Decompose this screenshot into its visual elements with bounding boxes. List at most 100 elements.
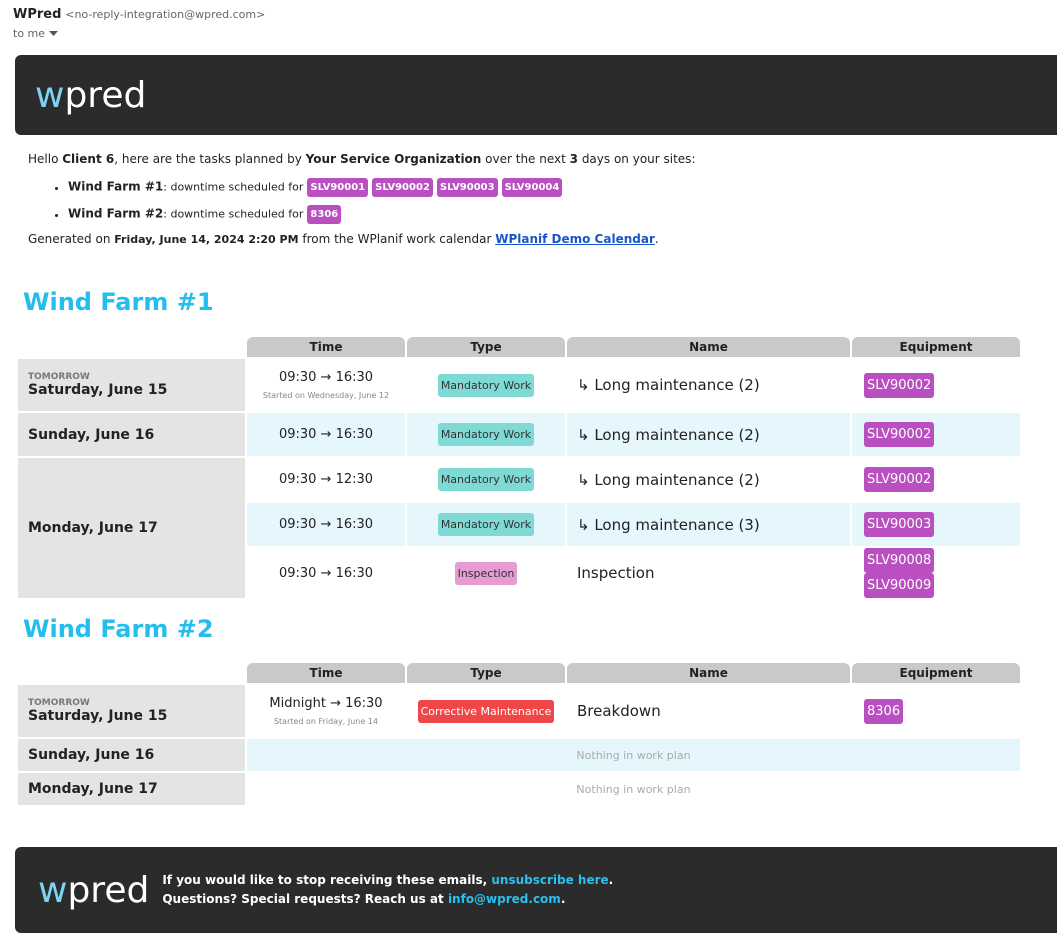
- schedule-table: Time Type Name Equipment TOMORROW Saturday, J…: [16, 335, 1022, 600]
- generated: Generated on Friday, June 14, 2024 2:20 …: [28, 232, 1048, 246]
- row: Sunday, June 16 Nothing in work plan: [18, 739, 1020, 771]
- row: TOMORROW Saturday, June 15 Midnight → 16:3…: [18, 685, 1020, 737]
- day-cell: Sunday, June 16: [18, 413, 245, 456]
- time: 09:30 → 16:30: [278, 517, 374, 532]
- header: wpred: [15, 55, 1057, 135]
- client: Client 6: [62, 152, 115, 166]
- calendar-link[interactable]: WPlanif Demo Calendar: [495, 232, 655, 246]
- equipment-tag: SLV90008: [864, 548, 935, 573]
- task-name: ↳ Long maintenance (3): [567, 503, 850, 546]
- task-name: ↳ Long maintenance (2): [577, 376, 760, 394]
- equipment-tag: 8306: [864, 698, 904, 724]
- day-cell: TOMORROW Saturday, June 15: [18, 685, 245, 737]
- time: 09:30 → 16:30: [278, 427, 374, 442]
- column-header: Type: [407, 663, 565, 683]
- equipment-cell: SLV90003: [852, 503, 1020, 546]
- day-cell: Sunday, June 16: [18, 739, 245, 771]
- corner: [18, 337, 245, 357]
- logo-rest: pred: [67, 869, 150, 911]
- text: Generated on: [28, 232, 115, 246]
- day-date: Saturday, June 15: [28, 708, 168, 724]
- task-name: Breakdown: [577, 702, 661, 720]
- equipment-tag: 8306: [307, 205, 342, 224]
- sender: WPred <no-reply-integration@wpred.com> t…: [13, 7, 265, 40]
- time: 09:30 → 16:30: [278, 370, 374, 385]
- row: Monday, June 17 09:30 → 12:30 Mandatory Wo…: [18, 458, 1020, 598]
- type-tag: Mandatory Work: [437, 373, 535, 397]
- row: Sunday, June 16 09:30 → 16:30 Mandatory Wo…: [18, 413, 1020, 456]
- logo-rest: pred: [64, 74, 147, 116]
- logo-w: w: [35, 74, 65, 116]
- day-cell: Monday, June 17: [18, 458, 245, 598]
- footer-line: If you would like to stop receiving thes…: [162, 871, 613, 890]
- equipment-cell: SLV90008SLV90009: [852, 548, 1020, 598]
- email-link[interactable]: info@wpred.com: [447, 892, 561, 906]
- days: 3: [569, 152, 578, 166]
- type-cell: Mandatory Work: [407, 359, 565, 411]
- site-name: Wind Farm #2: [68, 206, 164, 221]
- organization: Your Service Organization: [305, 152, 482, 166]
- text: over the next: [481, 152, 570, 166]
- summary-item: Wind Farm #1: downtime scheduled forSLV9…: [68, 178, 1048, 197]
- day-date: Monday, June 17: [28, 520, 158, 536]
- column-header: Name: [567, 337, 850, 357]
- content: Hello Client 6, here are the tasks plann…: [28, 152, 1048, 246]
- type-tag: Mandatory Work: [437, 513, 535, 536]
- equipment-tag: SLV90003: [436, 178, 498, 197]
- type-tag: Mandatory Work: [437, 468, 535, 491]
- time-cell: 09:30 → 16:30 Started on Wednesday, June …: [247, 359, 405, 411]
- equipment-tag: SLV90002: [864, 467, 935, 492]
- empty-cell: Nothing in work plan: [247, 739, 1020, 771]
- equipment-tag: SLV90004: [501, 178, 563, 197]
- equipment-tag: SLV90002: [372, 178, 433, 197]
- equipment-tag: SLV90001: [307, 178, 369, 197]
- time-cell: 09:30 → 16:30: [247, 413, 405, 456]
- equipment-cell: 8306: [852, 685, 1020, 737]
- text: from the WPlanif work calendar: [298, 232, 496, 246]
- type-tag: Mandatory Work: [437, 423, 535, 446]
- equipment-tag: SLV90002: [864, 422, 935, 447]
- day-date: Sunday, June 16: [28, 747, 155, 763]
- equipment-tag: SLV90002: [864, 372, 935, 398]
- time-cell: Midnight → 16:30 Started on Friday, June …: [247, 685, 405, 737]
- schedule-table: Time Type Name Equipment TOMORROW Saturday, J…: [16, 661, 1022, 807]
- recipient[interactable]: to me: [13, 27, 265, 40]
- equipment-tag: SLV90003: [864, 512, 935, 537]
- caret[interactable]: [48, 31, 58, 37]
- day-cell: Monday, June 17: [18, 773, 245, 805]
- date: Friday, June 14, 2024 2:20 PM: [114, 233, 299, 246]
- column-header: Equipment: [852, 663, 1020, 683]
- site-name: Wind Farm #1: [68, 179, 164, 194]
- logo-w: w: [38, 869, 68, 911]
- type-cell: Mandatory Work: [407, 503, 565, 546]
- task-name: ↳ Long maintenance (2): [577, 470, 760, 489]
- text: If you would like to stop receiving thes…: [162, 873, 492, 887]
- sender-address: <no-reply-integration@wpred.com>: [65, 8, 266, 21]
- type-tag: Corrective Maintenance: [417, 699, 555, 723]
- footer-text: If you would like to stop receiving thes…: [162, 871, 613, 909]
- day-cell: TOMORROW Saturday, June 15: [18, 359, 245, 411]
- type-cell: Mandatory Work: [407, 413, 565, 456]
- header-row: Time Type Name Equipment: [18, 663, 1020, 683]
- time-cell: 09:30 → 12:30: [247, 458, 405, 501]
- time: 09:30 → 12:30: [278, 472, 374, 487]
- header-row: Time Type Name Equipment: [18, 337, 1020, 357]
- column-header: Time: [247, 663, 405, 683]
- time: 09:30 → 16:30: [278, 565, 374, 581]
- equipment-cell: SLV90002: [852, 413, 1020, 456]
- row: 09:30 → 16:30 Inspection Inspection SLV9000…: [18, 548, 1020, 598]
- column-header: Time: [247, 337, 405, 357]
- footer-line: Questions? Special requests? Reach us at…: [162, 890, 613, 909]
- row: TOMORROW Saturday, June 15 09:30 → 16:30 St…: [18, 359, 1020, 411]
- unsubscribe-link[interactable]: unsubscribe here: [491, 873, 609, 887]
- day-date: Saturday, June 15: [28, 382, 168, 398]
- equipment-tag: SLV90009: [864, 573, 935, 598]
- sender-name: WPred: [13, 7, 62, 22]
- column-header: Type: [407, 337, 565, 357]
- text: , here are the tasks planned by: [114, 152, 306, 166]
- recipient-label[interactable]: to me: [13, 27, 46, 40]
- footer-logo: wpred: [38, 870, 149, 911]
- text: days on your sites:: [578, 152, 696, 166]
- day-date: Sunday, June 16: [28, 426, 155, 443]
